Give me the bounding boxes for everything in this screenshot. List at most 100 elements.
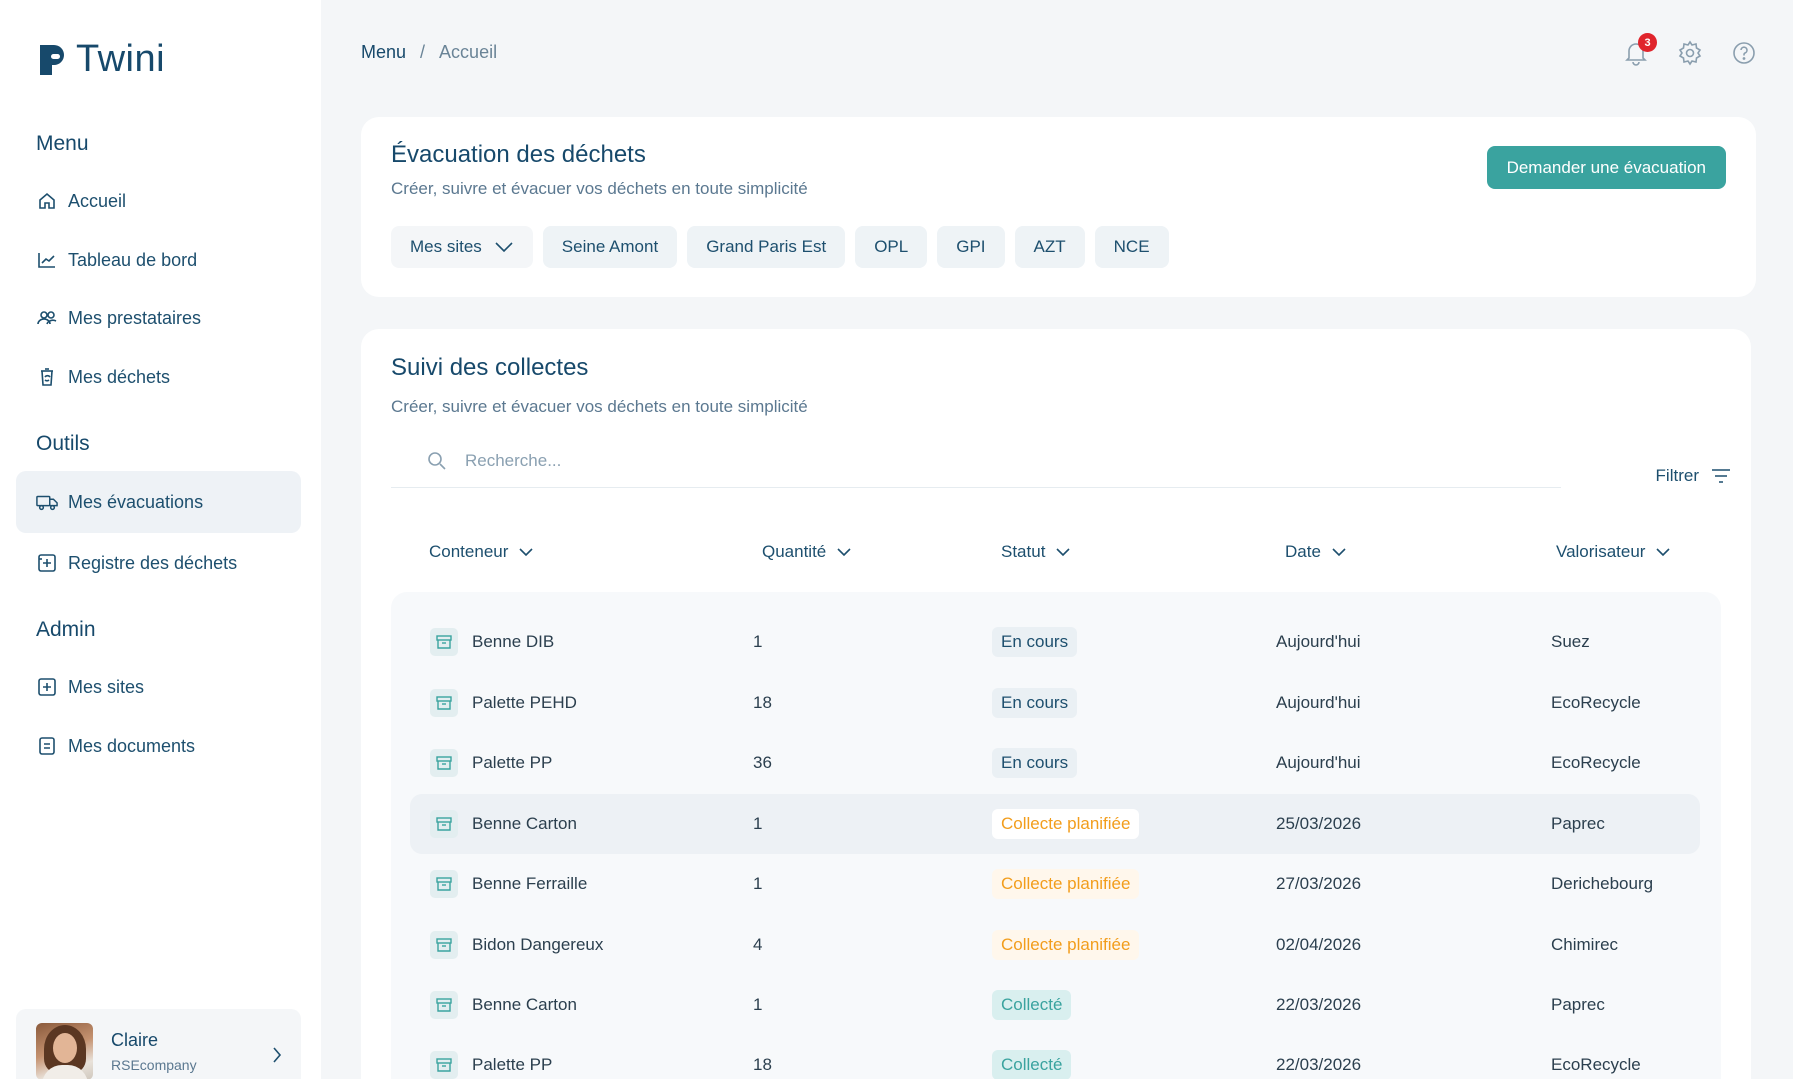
cell-date: 27/03/2026 xyxy=(1276,874,1362,893)
sites-dropdown-label: Mes sites xyxy=(410,237,482,256)
sidebar-item-tableau-de-bord[interactable]: Tableau de bord xyxy=(16,229,301,291)
filter-icon xyxy=(1712,469,1730,483)
sidebar-item-label: Mes déchets xyxy=(68,366,171,387)
collectes-card: Suivi des collectes Créer, suivre et éva… xyxy=(361,329,1751,1079)
table-header: Conteneur Quantité Statut Date Valorisat… xyxy=(391,542,1721,572)
container-icon xyxy=(430,870,458,898)
cell-valorisateur: EcoRecycle xyxy=(1551,693,1641,712)
evacuation-subtitle: Créer, suivre et évacuer vos déchets en … xyxy=(391,179,808,198)
cell-quantite: 18 xyxy=(753,693,772,712)
cell-date: Aujourd'hui xyxy=(1276,693,1361,712)
truck-icon xyxy=(36,491,58,513)
cell-date: 22/03/2026 xyxy=(1276,1055,1362,1074)
cell-date: 22/03/2026 xyxy=(1276,995,1362,1014)
cell-conteneur: Palette PEHD xyxy=(472,693,577,712)
table-row[interactable]: Benne Carton 1 Collecté 22/03/2026 Papre… xyxy=(410,975,1700,1035)
breadcrumb-current: Accueil xyxy=(439,42,498,62)
recycle-bin-icon xyxy=(36,366,58,388)
logo[interactable]: Twini xyxy=(36,38,165,81)
column-label: Quantité xyxy=(762,542,827,561)
container-icon xyxy=(430,810,458,838)
cell-date: 25/03/2026 xyxy=(1276,814,1362,833)
sidebar-item-registre-des-dechets[interactable]: Registre des déchets xyxy=(16,532,301,594)
cell-quantite: 1 xyxy=(753,874,763,893)
table-row[interactable]: Palette PEHD 18 En cours Aujourd'hui Eco… xyxy=(410,673,1700,733)
collectes-title: Suivi des collectes xyxy=(391,354,589,381)
table-row[interactable]: Benne Ferraille 1 Collecte planifiée 27/… xyxy=(410,854,1700,914)
container-icon xyxy=(430,1051,458,1079)
search-input[interactable] xyxy=(465,450,1065,471)
sites-dropdown[interactable]: Mes sites xyxy=(391,226,533,268)
table-row[interactable]: Palette PP 18 Collecté 22/03/2026 EcoRec… xyxy=(410,1035,1700,1079)
sidebar-item-label: Accueil xyxy=(68,190,127,211)
chevron-down-icon xyxy=(1332,548,1346,557)
status-badge: Collecte planifiée xyxy=(992,930,1140,960)
site-chip[interactable]: Grand Paris Est xyxy=(687,226,846,268)
search-icon xyxy=(428,451,446,470)
column-header-statut[interactable]: Statut xyxy=(1001,542,1071,562)
breadcrumb: Menu / Accueil xyxy=(361,42,497,63)
cell-valorisateur: Suez xyxy=(1551,632,1590,651)
app-name: Twini xyxy=(76,38,166,80)
help-button[interactable] xyxy=(1731,40,1757,66)
chevron-right-icon xyxy=(273,1047,282,1063)
settings-button[interactable] xyxy=(1677,40,1703,66)
sidebar-item-label: Tableau de bord xyxy=(68,249,198,270)
sidebar-item-mes-prestataires[interactable]: Mes prestataires xyxy=(16,287,301,349)
logo-icon xyxy=(40,44,64,75)
container-icon xyxy=(430,628,458,656)
user-card[interactable]: Claire RSEcompany xyxy=(16,1009,301,1079)
column-header-valorisateur[interactable]: Valorisateur xyxy=(1556,542,1671,562)
chevron-down-icon xyxy=(495,242,513,253)
users-icon xyxy=(36,307,58,329)
table-row[interactable]: Palette PP 36 En cours Aujourd'hui EcoRe… xyxy=(410,733,1700,793)
container-icon xyxy=(430,689,458,717)
column-header-quantite[interactable]: Quantité xyxy=(762,542,852,562)
cell-date: 02/04/2026 xyxy=(1276,935,1362,954)
site-chip[interactable]: OPL xyxy=(855,226,928,268)
filter-button[interactable]: Filtrer xyxy=(1656,466,1731,486)
column-header-conteneur[interactable]: Conteneur xyxy=(429,542,534,562)
sidebar-item-label: Mes sites xyxy=(68,676,145,697)
cell-conteneur: Bidon Dangereux xyxy=(472,935,604,954)
search-bar xyxy=(391,434,1561,488)
sidebar-item-label: Registre des déchets xyxy=(68,552,238,573)
help-icon xyxy=(1733,42,1755,64)
site-chip[interactable]: AZT xyxy=(1014,226,1085,268)
status-badge: Collecté xyxy=(992,1050,1072,1079)
user-name: Claire xyxy=(111,1030,159,1050)
sidebar-item-label: Mes évacuations xyxy=(68,491,204,512)
sidebar-item-mes-sites[interactable]: Mes sites xyxy=(16,656,301,718)
sidebar-item-mes-dechets[interactable]: Mes déchets xyxy=(16,346,301,408)
sidebar-item-accueil[interactable]: Accueil xyxy=(16,170,301,232)
status-badge: Collecte planifiée xyxy=(992,869,1140,899)
notification-badge: 3 xyxy=(1638,33,1657,52)
column-label: Valorisateur xyxy=(1556,542,1646,561)
cell-valorisateur: Paprec xyxy=(1551,814,1605,833)
site-chip[interactable]: Seine Amont xyxy=(542,226,678,268)
breadcrumb-root[interactable]: Menu xyxy=(361,42,407,62)
cell-conteneur: Benne Carton xyxy=(472,814,577,833)
cell-quantite: 4 xyxy=(753,935,763,954)
cell-conteneur: Benne Ferraille xyxy=(472,874,588,893)
evacuation-title: Évacuation des déchets xyxy=(391,141,646,168)
table-row[interactable]: Bidon Dangereux 4 Collecte planifiée 02/… xyxy=(410,915,1700,975)
site-chip[interactable]: NCE xyxy=(1094,226,1169,268)
column-header-date[interactable]: Date xyxy=(1285,542,1347,562)
site-icon xyxy=(36,676,58,698)
container-icon xyxy=(430,749,458,777)
table-row[interactable]: Benne Carton 1 Collecte planifiée 25/03/… xyxy=(410,794,1700,854)
section-menu: Menu xyxy=(36,132,89,155)
notifications-button[interactable]: 3 xyxy=(1623,33,1657,66)
cell-quantite: 1 xyxy=(753,995,763,1014)
table-row[interactable]: Benne DIB 1 En cours Aujourd'hui Suez xyxy=(410,612,1700,672)
cell-conteneur: Benne Carton xyxy=(472,995,577,1014)
status-badge: En cours xyxy=(992,748,1078,778)
column-label: Conteneur xyxy=(429,542,509,561)
sidebar-item-mes-evacuations[interactable]: Mes évacuations xyxy=(16,471,301,533)
request-evacuation-button[interactable]: Demander une évacuation xyxy=(1486,146,1726,189)
site-chip[interactable]: GPI xyxy=(937,226,1005,268)
sidebar-item-mes-documents[interactable]: Mes documents xyxy=(16,715,301,777)
cell-date: Aujourd'hui xyxy=(1276,753,1361,772)
cell-quantite: 1 xyxy=(753,632,763,651)
